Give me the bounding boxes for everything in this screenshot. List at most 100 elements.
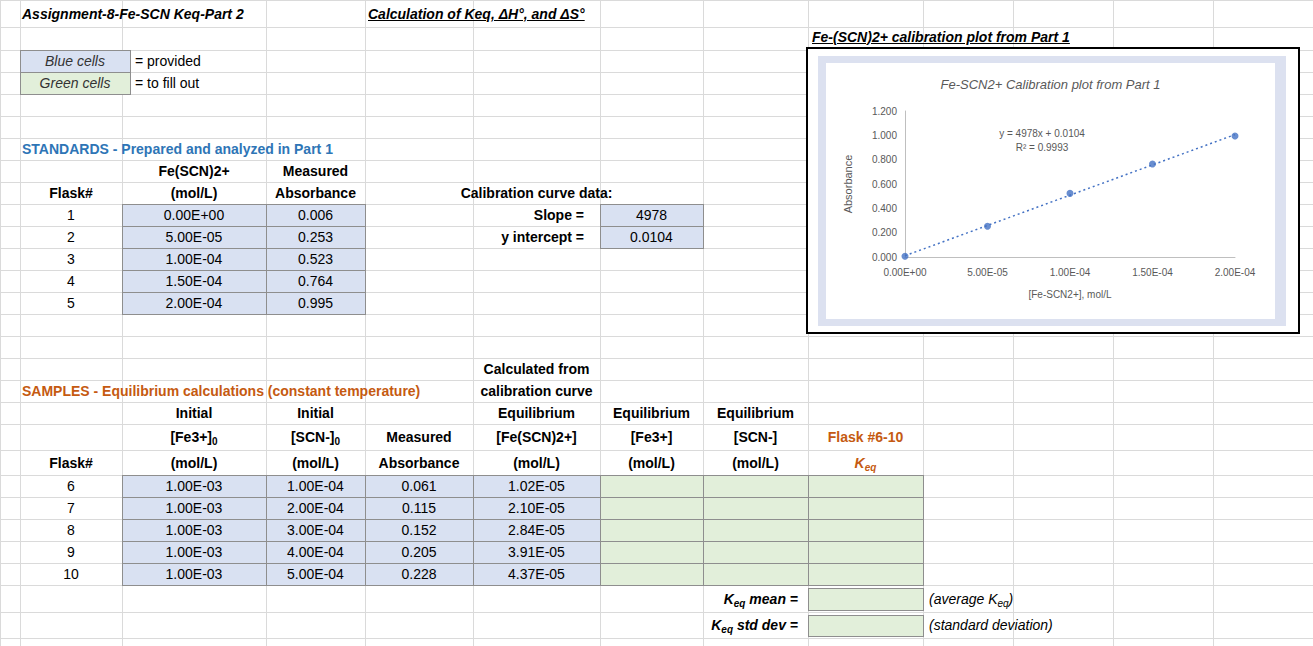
svg-text:0.600: 0.600 — [872, 179, 897, 190]
html-text:= to fill out: = to fill out — [135, 75, 200, 91]
html-text:2: 2 — [67, 229, 75, 245]
html-text:0.061: 0.061 — [401, 478, 437, 494]
html-text:Blue cells: Blue cells — [45, 53, 105, 69]
svg-text:0.200: 0.200 — [872, 227, 897, 238]
html-text:Assignment-8-Fe-SCN Keq-Part 2: Assignment-8-Fe-SCN Keq-Part 2 — [22, 5, 244, 22]
html-text:(mol/L): (mol/L) — [628, 454, 675, 471]
html-text:1.00E-03: 1.00E-03 — [165, 500, 223, 516]
html-text:(mol/L): (mol/L) — [513, 454, 560, 471]
html-text:Measured: Measured — [282, 163, 349, 179]
html-text:5.00E-04: 5.00E-04 — [287, 566, 344, 582]
html-text:1.00E-04: 1.00E-04 — [165, 251, 223, 267]
html-text:Green cells: Green cells — [39, 75, 111, 91]
html-text:4978: 4978 — [635, 207, 668, 223]
svg-text:2.00E-04: 2.00E-04 — [1215, 267, 1256, 278]
html-text:(mol/L): (mol/L) — [732, 454, 779, 471]
svg-text:Absorbance: Absorbance — [842, 155, 854, 214]
svg-text:[Fe-SCN2+], mol/L: [Fe-SCN2+], mol/L — [1028, 289, 1112, 300]
html-text:Fe(SCN)2+: Fe(SCN)2+ — [158, 163, 230, 179]
html-text:1.00E-04: 1.00E-04 — [287, 478, 344, 494]
svg-text:1.50E-04: 1.50E-04 — [1132, 267, 1173, 278]
html-text:Initial: Initial — [297, 405, 334, 421]
html-text:1.00E-03: 1.00E-03 — [165, 566, 223, 582]
html-text:2.00E-04: 2.00E-04 — [165, 295, 223, 311]
html-text:calibration curve: calibration curve — [480, 383, 593, 399]
html-text:Flask #6-10: Flask #6-10 — [827, 429, 904, 445]
html-text:Absorbance: Absorbance — [275, 185, 356, 201]
html-text:[SCN-]: [SCN-] — [733, 429, 778, 445]
html-text:4: 4 — [67, 273, 75, 289]
html-text:Initial: Initial — [175, 405, 213, 421]
html-text:Equilibrium: Equilibrium — [717, 405, 794, 421]
html-text:Equilibrium: Equilibrium — [498, 405, 575, 421]
html-text:Keqmean =: Keqmean = — [723, 590, 798, 609]
html-text:(mol/L): (mol/L) — [292, 454, 339, 471]
html-text:1.50E-04: 1.50E-04 — [165, 273, 223, 289]
svg-text:Fe-SCN2+ Calibration plot from: Fe-SCN2+ Calibration plot from Part 1 — [940, 77, 1160, 92]
html-text:4.37E-05: 4.37E-05 — [508, 566, 565, 582]
html-text:0.253: 0.253 — [298, 229, 333, 245]
html-text:3: 3 — [67, 251, 75, 267]
html-text:2.84E-05: 2.84E-05 — [508, 522, 565, 538]
html-text:Flask#: Flask# — [49, 185, 93, 201]
html-text:y intercept =: y intercept = — [501, 229, 584, 245]
html-text:1: 1 — [67, 207, 75, 223]
html-text:[Fe(SCN)2+]: [Fe(SCN)2+] — [496, 429, 577, 445]
html-text:0.523: 0.523 — [298, 251, 333, 267]
html-text:[Fe3+]: [Fe3+] — [630, 429, 673, 445]
html-text:(mol/L): (mol/L) — [170, 454, 218, 471]
svg-text:R² = 0.9993: R² = 0.9993 — [1016, 142, 1069, 153]
svg-text:1.00E-04: 1.00E-04 — [1050, 267, 1091, 278]
html-text:5: 5 — [67, 295, 75, 311]
html-text:Keqstd dev =: Keqstd dev = — [711, 617, 798, 635]
html-text:3.00E-04: 3.00E-04 — [287, 522, 344, 538]
html-text:1.02E-05: 1.02E-05 — [508, 478, 565, 494]
html-text:[Fe3+]0: [Fe3+]0 — [170, 429, 218, 447]
svg-text:y = 4978x + 0.0104: y = 4978x + 0.0104 — [999, 128, 1085, 139]
html-text:0.228: 0.228 — [401, 566, 437, 582]
html-text:0.995: 0.995 — [298, 295, 333, 311]
html-text:1.00E-03: 1.00E-03 — [165, 478, 223, 494]
html-text:0.115: 0.115 — [402, 500, 436, 516]
html-text:(mol/L): (mol/L) — [170, 185, 218, 201]
html-text:[SCN-]0: [SCN-]0 — [290, 429, 340, 447]
svg-text:0.800: 0.800 — [872, 154, 897, 165]
html-text:Calibration curve data:: Calibration curve data: — [460, 185, 613, 201]
html-text:4.00E-04: 4.00E-04 — [287, 544, 344, 560]
html-text:6: 6 — [67, 478, 75, 494]
html-text:2.10E-05: 2.10E-05 — [508, 500, 565, 516]
html-text:0.0104: 0.0104 — [630, 229, 673, 245]
svg-text:0.000: 0.000 — [872, 252, 897, 263]
svg-text:5.00E-05: 5.00E-05 — [967, 267, 1008, 278]
html-text:Absorbance: Absorbance — [378, 454, 460, 471]
html-text:7: 7 — [67, 500, 75, 516]
html-text:Calculation of Keq, ΔH°, and Δ: Calculation of Keq, ΔH°, and ΔS° — [368, 5, 585, 22]
html-text:Keq: Keq — [854, 454, 877, 473]
html-text:= provided: = provided — [135, 53, 201, 69]
html-text:10: 10 — [63, 566, 79, 582]
svg-text:0.00E+00: 0.00E+00 — [883, 267, 927, 278]
html-text:(average Keq): (average Keq) — [929, 590, 1014, 609]
html-text:0.152: 0.152 — [401, 522, 437, 538]
html-text:Flask#: Flask# — [49, 454, 93, 471]
html-text:Slope =: Slope = — [533, 207, 584, 223]
html-text:STANDARDS - Prepared and analy: STANDARDS - Prepared and analyzed in Par… — [22, 141, 333, 157]
html-text:2.00E-04: 2.00E-04 — [287, 500, 344, 516]
html-text:3.91E-05: 3.91E-05 — [508, 544, 565, 560]
html-text:0.00E+00: 0.00E+00 — [163, 207, 225, 223]
html-text:0.006: 0.006 — [298, 207, 333, 223]
html-text:Equilibrium: Equilibrium — [613, 405, 690, 421]
html-text:Fe-(SCN)2+ calibration plot fr: Fe-(SCN)2+ calibration plot from Part 1 — [812, 29, 1070, 45]
html-text:5.00E-05: 5.00E-05 — [165, 229, 223, 245]
html-text:0.764: 0.764 — [298, 273, 333, 289]
svg-text:1.200: 1.200 — [872, 106, 897, 117]
html-text:Measured: Measured — [386, 429, 452, 445]
svg-text:0.400: 0.400 — [872, 203, 897, 214]
html-text:(standard deviation): (standard deviation) — [929, 617, 1053, 633]
html-text:1.00E-03: 1.00E-03 — [165, 544, 223, 560]
svg-text:1.000: 1.000 — [872, 130, 897, 141]
html-text:0.205: 0.205 — [401, 544, 437, 560]
html-text:Calculated from: Calculated from — [483, 361, 590, 377]
html-text:SAMPLES - Equilibrium calculat: SAMPLES - Equilibrium calculations (cons… — [22, 383, 421, 399]
html-text:1.00E-03: 1.00E-03 — [165, 522, 223, 538]
